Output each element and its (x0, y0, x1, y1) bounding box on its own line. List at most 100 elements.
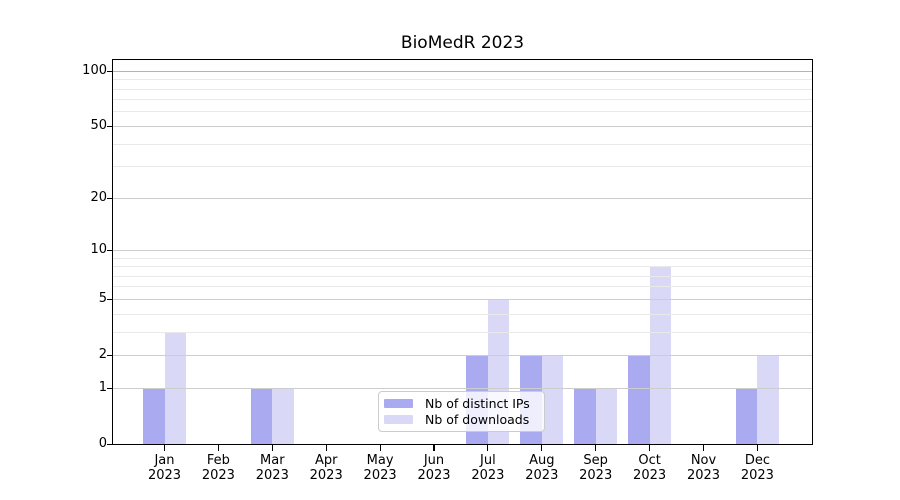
y-tick-label-10: 10 (90, 242, 107, 258)
minor-gridline-8 (113, 266, 812, 267)
bar-downloads-dec (757, 355, 779, 444)
y-tick-label-50: 50 (90, 118, 107, 134)
legend-label-downloads: Nb of downloads (425, 412, 530, 428)
x-tick-month: Apr (314, 453, 338, 468)
x-tick-year: 2023 (525, 467, 559, 483)
y-tick-mark-10 (107, 249, 113, 251)
x-tick-mark-oct (649, 445, 651, 451)
x-tick-label-sep: Sep 2023 (568, 453, 624, 483)
x-tick-label-jul: Jul 2023 (460, 453, 516, 483)
major-gridline-2 (113, 354, 812, 356)
x-tick-year: 2023 (201, 467, 235, 483)
y-tick-label-1: 1 (98, 380, 107, 395)
y-tick-mark-5 (107, 298, 113, 300)
bar-distinct-ips-oct (628, 355, 650, 444)
x-tick-month: Dec (744, 453, 770, 468)
major-gridline-100 (113, 70, 812, 72)
x-tick-mark-nov (702, 445, 705, 451)
major-gridline-10 (113, 249, 812, 251)
y-tick-mark-1 (107, 387, 113, 389)
legend-swatch-distinct-ips (384, 398, 413, 408)
x-tick-mark-sep (595, 445, 597, 451)
legend-label-distinct-ips: Nb of distinct IPs (425, 395, 530, 411)
y-tick-label-5: 5 (98, 291, 107, 307)
x-tick-label-nov: Nov 2023 (676, 453, 732, 483)
y-tick-mark-0 (107, 443, 113, 445)
x-tick-mark-may (379, 445, 381, 451)
bar-distinct-ips-dec (735, 388, 758, 444)
bar-distinct-ips-mar (250, 388, 273, 444)
major-gridline-1 (113, 387, 812, 389)
bar-downloads-mar (272, 388, 294, 444)
minor-gridline-30 (113, 166, 812, 168)
x-tick-year: 2023 (740, 467, 774, 483)
x-tick-year: 2023 (579, 467, 613, 483)
y-tick-label-20: 20 (90, 190, 107, 206)
minor-gridline-9 (113, 257, 812, 259)
bar-distinct-ips-jan (143, 388, 165, 444)
x-tick-label-aug: Aug 2023 (514, 453, 570, 483)
x-tick-mark-dec (756, 445, 758, 451)
x-tick-label-jan: Jan 2023 (137, 453, 193, 483)
major-gridline-20 (113, 197, 812, 199)
x-tick-mark-jul (487, 445, 489, 451)
y-tick-label-100: 100 (82, 63, 107, 79)
x-tick-year: 2023 (147, 467, 182, 483)
minor-gridline-6 (113, 286, 812, 288)
x-tick-month: Feb (206, 453, 230, 468)
x-tick-label-apr: Apr 2023 (298, 453, 354, 483)
x-tick-month: Jun (423, 453, 445, 468)
y-tick-mark-2 (107, 354, 113, 356)
y-tick-label-2: 2 (98, 347, 107, 363)
x-tick-label-oct: Oct 2023 (622, 453, 678, 483)
x-tick-label-mar: Mar 2023 (244, 453, 300, 483)
x-tick-month: Oct (638, 453, 661, 468)
minor-gridline-3 (113, 331, 812, 333)
x-tick-year: 2023 (255, 467, 289, 483)
plot-area: Nb of distinct IPs Nb of downloads (112, 59, 813, 445)
x-tick-label-may: May 2023 (352, 453, 408, 483)
x-tick-year: 2023 (417, 467, 451, 483)
minor-gridline-4 (113, 313, 812, 315)
x-tick-label-feb: Feb 2023 (190, 453, 246, 483)
y-tick-mark-100 (107, 70, 113, 72)
chart-title: BioMedR 2023 (400, 33, 525, 53)
x-tick-mark-mar (271, 445, 273, 451)
minor-gridline-90 (113, 79, 812, 81)
x-tick-mark-aug (541, 445, 543, 451)
x-tick-year: 2023 (309, 467, 343, 483)
y-tick-mark-20 (107, 197, 113, 199)
minor-gridline-70 (113, 99, 812, 101)
x-tick-month: May (366, 453, 394, 468)
legend: Nb of distinct IPs Nb of downloads (378, 391, 545, 432)
x-tick-mark-jun (433, 445, 435, 451)
bar-distinct-ips-sep (574, 388, 596, 444)
x-tick-year: 2023 (633, 467, 667, 483)
minor-gridline-80 (113, 88, 812, 90)
x-tick-year: 2023 (686, 467, 721, 483)
minor-gridline-60 (113, 111, 812, 113)
minor-gridline-40 (113, 143, 812, 145)
minor-gridline-7 (113, 275, 812, 277)
x-tick-year: 2023 (471, 467, 505, 483)
x-tick-month: Aug (529, 453, 555, 468)
x-tick-month: Jul (480, 453, 496, 468)
x-tick-month: Jan (154, 453, 175, 468)
major-gridline-5 (113, 298, 812, 300)
legend-entry-distinct-ips: Nb of distinct IPs (384, 395, 538, 412)
legend-swatch-downloads (384, 415, 413, 425)
y-tick-label-0: 0 (98, 436, 107, 451)
x-tick-month: Mar (260, 453, 285, 468)
x-tick-label-dec: Dec 2023 (729, 453, 785, 483)
major-gridline-50 (113, 125, 812, 127)
x-tick-mark-apr (325, 445, 327, 451)
bar-downloads-aug (541, 355, 564, 444)
x-tick-year: 2023 (363, 467, 397, 483)
x-tick-month: Sep (583, 453, 608, 468)
y-tick-mark-50 (107, 125, 113, 128)
x-tick-label-jun: Jun 2023 (406, 453, 462, 483)
bar-downloads-sep (595, 388, 618, 444)
x-tick-mark-jan (163, 445, 166, 451)
x-tick-mark-feb (217, 445, 219, 451)
